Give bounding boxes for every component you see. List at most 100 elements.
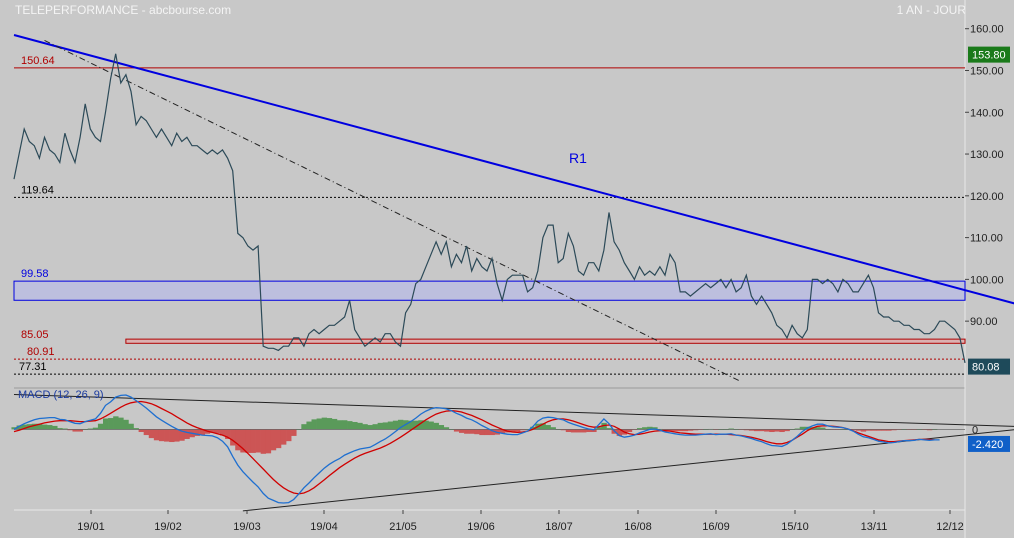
level-label-77-31: 77.31	[19, 361, 47, 373]
ref-price-badge: 153.80	[972, 50, 1006, 62]
y-tick-label: 140.00	[970, 107, 1004, 119]
macd-hist-bar	[591, 429, 597, 433]
macd-hist-bar	[280, 429, 287, 445]
macd-hist-bar	[316, 418, 322, 430]
x-tick-label: 12/12	[936, 521, 964, 533]
macd-hist-bar	[326, 418, 333, 430]
macd-hist-bar	[575, 429, 582, 433]
x-tick-label: 19/06	[467, 521, 495, 533]
macd-hist-bar	[692, 429, 699, 431]
macd-hist-bar	[143, 429, 150, 436]
macd-hist-bar	[636, 428, 643, 430]
level-label-99-58: 99.58	[21, 268, 49, 280]
macd-hist-bar	[774, 429, 780, 432]
macd-hist-bar	[560, 429, 567, 431]
macd-hist-bar	[92, 427, 99, 430]
macd-hist-bar	[347, 421, 353, 430]
macd-hist-bar	[469, 429, 475, 434]
macd-hist-bar	[626, 429, 633, 433]
macd-hist-bar	[545, 425, 551, 430]
x-tick-label: 21/05	[389, 521, 417, 533]
macd-hist-bar	[148, 429, 155, 439]
macd-hist-bar	[438, 425, 445, 430]
ref-price-badge-bg	[968, 46, 1010, 63]
level-label-85-05: 85.05	[21, 329, 49, 341]
macd-hist-bar	[133, 428, 139, 430]
macd-hist-bar	[97, 423, 104, 430]
macd-y-tick-label: 0	[972, 424, 978, 436]
macd-hist-bar	[225, 429, 231, 439]
macd-hist-bar	[794, 428, 801, 430]
y-tick-label: 100.00	[970, 274, 1004, 286]
macd-line	[13, 394, 940, 504]
macd-hist-bar	[860, 429, 867, 432]
macd-hist-bar	[128, 423, 134, 430]
macd-hist-bar	[881, 429, 887, 431]
macd-hist-bar	[764, 429, 770, 432]
macd-hist-bar	[433, 422, 439, 430]
macd-hist-bar	[11, 427, 17, 430]
macd-hist-bar	[57, 428, 63, 430]
macd-hist-bar	[779, 429, 785, 433]
macd-hist-bar	[458, 429, 465, 433]
macd-hist-bar	[286, 429, 292, 442]
macd-hist-bar	[550, 427, 556, 430]
macd-hist-bar	[382, 422, 389, 430]
macd-hist-bar	[876, 429, 882, 431]
level-label-150-64: 150.64	[21, 55, 55, 67]
macd-hist-bar	[36, 423, 43, 430]
macd-hist-bar	[418, 420, 424, 430]
macd-hist-bar	[387, 421, 394, 430]
macd-hist-bar	[865, 429, 872, 431]
x-tick-label: 19/03	[233, 521, 261, 533]
macd-hist-bar	[509, 429, 516, 433]
macd-hist-bar	[367, 425, 373, 430]
macd-hist-bar	[596, 427, 602, 430]
macd-hist-bar	[240, 429, 246, 453]
macd-hist-bar	[291, 429, 297, 436]
macd-hist-bar	[260, 429, 267, 454]
x-tick-label: 16/08	[624, 521, 652, 533]
last-price-badge-bg	[968, 358, 1010, 375]
macd-hist-bar	[209, 429, 216, 433]
macd-hist-bar	[245, 429, 251, 453]
macd-hist-bar	[581, 429, 587, 433]
macd-hist-bar	[184, 429, 190, 439]
x-tick-label: 19/02	[154, 521, 182, 533]
macd-hist-bar	[453, 429, 460, 432]
macd-hist-bar	[301, 424, 307, 430]
macd-value-badge: -2.420	[972, 439, 1003, 451]
macd-hist-bar	[87, 428, 94, 430]
macd-hist-bar	[820, 427, 826, 430]
macd-hist-bar	[158, 429, 165, 442]
macd-hist-bar	[565, 429, 572, 433]
macd-hist-bar	[77, 429, 83, 432]
macd-trendline-1	[13, 394, 1014, 427]
y-tick-label: 90.00	[970, 316, 998, 328]
macd-hist-bar	[423, 420, 429, 430]
macd-hist-bar	[52, 425, 58, 430]
macd-hist-bar	[616, 429, 623, 436]
macd-hist-bar	[67, 429, 73, 431]
macd-hist-bar	[753, 429, 760, 432]
macd-hist-bar	[464, 429, 470, 434]
macd-hist-bar	[814, 427, 821, 430]
macd-hist-bar	[331, 418, 338, 430]
macd-hist-bar	[855, 429, 862, 431]
macd-hist-bar	[41, 424, 48, 430]
macd-hist-bar	[759, 429, 765, 432]
y-tick-label: 150.00	[970, 65, 1004, 77]
macd-hist-bar	[642, 427, 648, 430]
macd-hist-bar	[743, 429, 750, 431]
macd-hist-bar	[72, 429, 78, 432]
y-tick-label: 130.00	[970, 149, 1004, 161]
macd-hist-bar	[667, 429, 673, 432]
macd-hist-bar	[530, 426, 536, 430]
macd-hist-bar	[672, 429, 678, 432]
r1-label: R1	[569, 150, 587, 166]
macd-hist-bar	[275, 429, 282, 449]
macd-hist-bar	[31, 423, 38, 430]
macd-hist-bar	[392, 420, 399, 430]
macd-hist-bar	[342, 420, 348, 430]
macd-hist-bar	[306, 421, 312, 430]
